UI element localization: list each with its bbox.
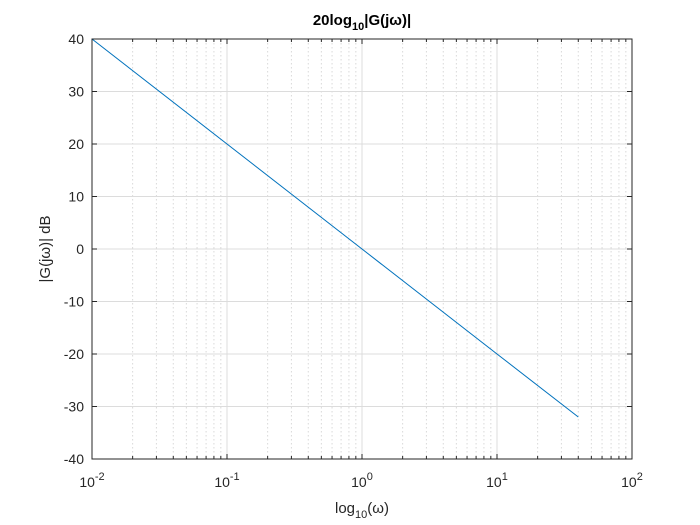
x-tick-label-exponent: -1: [230, 471, 240, 483]
x-tick-label-base: 10: [486, 474, 502, 490]
x-tick-label: 101: [486, 471, 508, 490]
x-tick-label: 100: [351, 471, 373, 490]
x-tick-label-exponent: -2: [95, 471, 105, 483]
x-axis-label-suffix: (ω): [367, 500, 389, 517]
y-tick-label: 0: [76, 241, 84, 257]
x-axis-label-prefix: log: [335, 500, 355, 517]
y-tick-label: 10: [68, 189, 84, 205]
x-tick-label: 10-1: [214, 471, 239, 490]
x-tick-label-base: 10: [621, 474, 637, 490]
chart-title-prefix: 20log: [313, 12, 352, 29]
x-axis-label: log10(ω): [335, 500, 389, 521]
chart-title-subscript: 10: [352, 21, 364, 33]
chart-title: 20log10|G(jω)|: [313, 12, 411, 33]
series-line: [91, 38, 579, 418]
y-tick-label: -10: [64, 294, 84, 310]
x-tick-label-base: 10: [79, 474, 95, 490]
x-tick-label: 10-2: [79, 471, 104, 490]
y-tick-label: -40: [64, 451, 84, 467]
series-layer: [91, 38, 579, 418]
x-tick-label-exponent: 2: [637, 471, 643, 483]
y-tick-label: -30: [64, 399, 84, 415]
x-tick-label-base: 10: [214, 474, 230, 490]
x-tick-label-exponent: 0: [367, 471, 373, 483]
x-tick-label-base: 10: [351, 474, 367, 490]
y-tick-label: 30: [68, 84, 84, 100]
y-tick-label: 20: [68, 136, 84, 152]
x-axis-label-subscript: 10: [355, 509, 367, 521]
y-axis-label: |G(jω)| dB: [37, 215, 54, 282]
x-tick-label-exponent: 1: [502, 471, 508, 483]
y-tick-label: 40: [68, 31, 84, 47]
x-tick-label: 102: [621, 471, 643, 490]
y-tick-label: -20: [64, 346, 84, 362]
chart-title-suffix: |G(jω)|: [364, 12, 411, 29]
tick-marks: [91, 38, 633, 460]
